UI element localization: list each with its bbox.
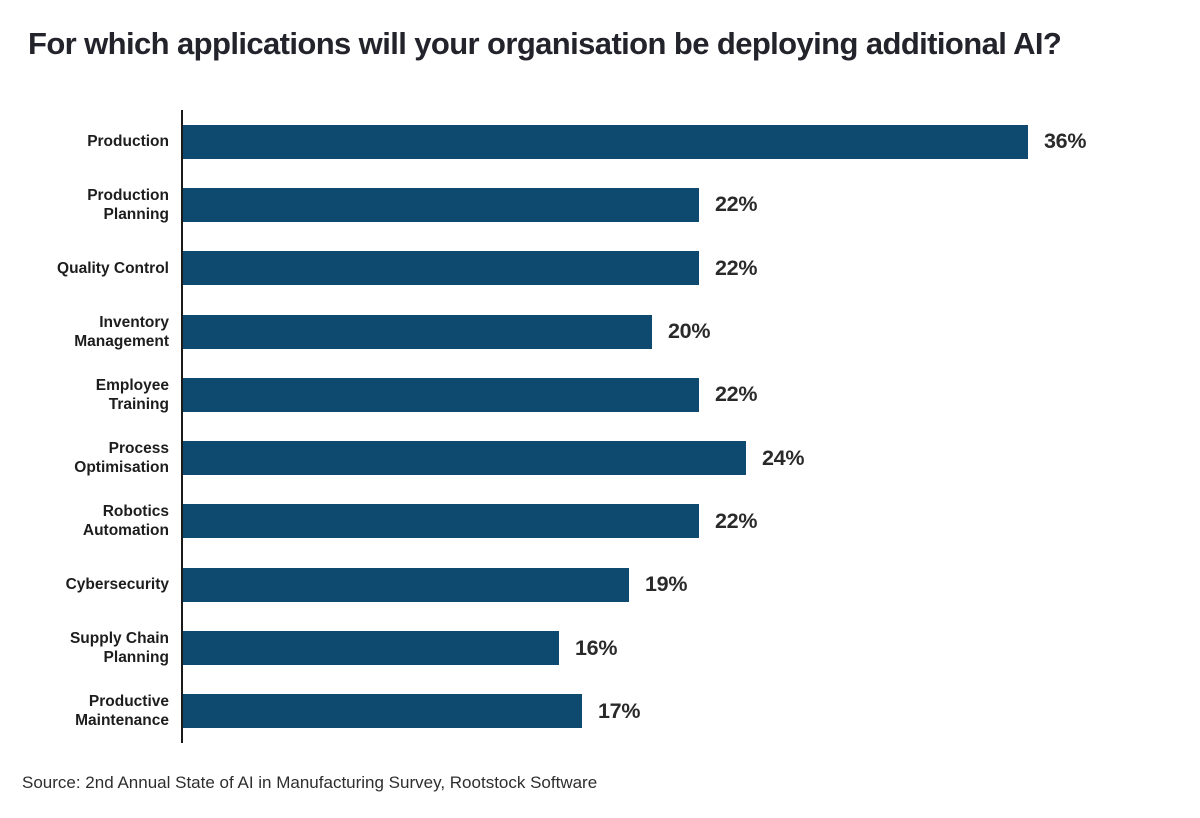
category-label: Production Planning — [87, 186, 169, 223]
plot-cell: 17% — [181, 679, 1200, 743]
plot-cell: 22% — [181, 236, 1200, 300]
chart-row: Production 36% — [0, 110, 1200, 174]
chart-row: Inventory Management 20% — [0, 299, 1200, 364]
category-label: Inventory Management — [74, 313, 169, 350]
chart-row: Cybersecurity 19% — [0, 553, 1200, 617]
category-label: Cybersecurity — [65, 576, 169, 594]
value-label: 19% — [645, 572, 688, 597]
chart-row: Quality Control 22% — [0, 236, 1200, 300]
bar-chart: Production 36% Production Planning 22% Qu… — [0, 110, 1200, 743]
plot-cell: 20% — [181, 299, 1200, 364]
bar — [183, 441, 746, 476]
plot-cell: 22% — [181, 173, 1200, 237]
value-label: 17% — [598, 698, 641, 723]
bar — [183, 187, 699, 222]
category-label: Quality Control — [57, 259, 169, 277]
plot-cell: 24% — [181, 426, 1200, 490]
chart-row: Robotics Automation 22% — [0, 489, 1200, 554]
chart-row: Production Planning 22% — [0, 173, 1200, 237]
plot-cell: 19% — [181, 553, 1200, 617]
chart-row: Employee Training 22% — [0, 363, 1200, 427]
plot-cell: 22% — [181, 489, 1200, 554]
chart-row: Supply Chain Planning 16% — [0, 616, 1200, 680]
chart-row: Process Optimisation 24% — [0, 426, 1200, 490]
chart-rows: Production 36% Production Planning 22% Qu… — [0, 110, 1200, 743]
value-label: 36% — [1044, 129, 1087, 154]
source-attribution: Source: 2nd Annual State of AI in Manufa… — [22, 773, 598, 792]
bar — [183, 251, 699, 286]
category-label: Process Optimisation — [74, 440, 169, 477]
bar — [183, 694, 582, 729]
bar — [183, 631, 559, 666]
value-label: 16% — [575, 635, 618, 660]
bar — [183, 504, 699, 539]
value-label: 22% — [715, 382, 758, 407]
plot-cell: 16% — [181, 616, 1200, 680]
category-label: Production — [87, 133, 169, 151]
plot-cell: 36% — [181, 110, 1200, 174]
value-label: 20% — [668, 319, 711, 344]
bar — [183, 124, 1028, 159]
category-label: Robotics Automation — [82, 503, 169, 540]
value-label: 24% — [762, 445, 805, 470]
value-label: 22% — [715, 508, 758, 533]
chart-row: Productive Maintenance 17% — [0, 679, 1200, 743]
category-label: Productive Maintenance — [75, 693, 169, 730]
category-label: Employee Training — [95, 376, 169, 413]
chart-title: For which applications will your organis… — [28, 26, 1062, 61]
bar — [183, 314, 652, 349]
bar — [183, 377, 699, 412]
value-label: 22% — [715, 192, 758, 217]
value-label: 22% — [715, 255, 758, 280]
category-label: Supply Chain Planning — [69, 630, 169, 667]
plot-cell: 22% — [181, 363, 1200, 427]
bar — [183, 567, 629, 602]
